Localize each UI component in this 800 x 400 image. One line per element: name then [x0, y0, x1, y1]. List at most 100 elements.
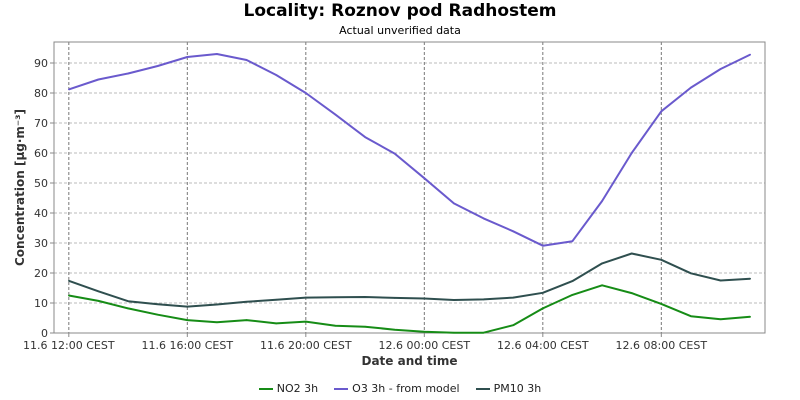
data-point-no2-3h: [245, 319, 248, 321]
data-point-o3-3h-from-model: [275, 74, 277, 76]
series-line-o3-3h-from-model: [68, 53, 751, 247]
plot-area: [53, 41, 766, 334]
y-tick-label: 50: [34, 177, 48, 190]
x-axis-label: Date and time: [361, 354, 457, 368]
data-point-o3-3h-from-model: [393, 152, 396, 155]
x-tick-label: 12.6 04:00 CEST: [497, 339, 589, 352]
y-tick-label: 40: [34, 207, 48, 220]
data-point-no2-3h: [393, 328, 396, 331]
legend-item: PM10 3h: [475, 382, 542, 395]
data-point-pm10-3h: [127, 300, 129, 303]
data-point-o3-3h-from-model: [305, 92, 307, 94]
grid: [54, 42, 765, 333]
data-point-o3-3h-from-model: [512, 230, 514, 233]
data-point-no2-3h: [660, 303, 663, 305]
data-point-o3-3h-from-model: [127, 72, 129, 75]
data-point-pm10-3h: [186, 305, 189, 308]
data-point-no2-3h: [630, 292, 633, 294]
y-tick-label: 80: [34, 87, 48, 100]
data-point-o3-3h-from-model: [364, 136, 366, 138]
data-point-no2-3h: [601, 284, 603, 287]
y-tick-label: 60: [34, 147, 48, 160]
data-point-pm10-3h: [630, 252, 633, 255]
data-point-pm10-3h: [453, 299, 455, 301]
legend: NO2 3h O3 3h - from model PM10 3h: [0, 382, 800, 395]
data-point-pm10-3h: [156, 303, 159, 306]
data-point-o3-3h-from-model: [660, 110, 663, 113]
y-tick-label: 30: [34, 237, 48, 250]
legend-label: PM10 3h: [493, 382, 542, 395]
data-point-no2-3h: [542, 307, 544, 310]
data-point-no2-3h: [482, 331, 485, 334]
data-point-o3-3h-from-model: [690, 86, 692, 89]
data-point-pm10-3h: [245, 301, 248, 303]
data-point-pm10-3h: [216, 303, 218, 306]
data-point-no2-3h: [127, 307, 129, 310]
data-point-o3-3h-from-model: [216, 53, 218, 55]
data-point-o3-3h-from-model: [482, 217, 485, 220]
x-tick-label: 11.6 12:00 CEST: [23, 339, 115, 352]
data-point-pm10-3h: [571, 280, 574, 282]
legend-label: NO2 3h: [276, 382, 319, 395]
data-point-o3-3h-from-model: [156, 65, 159, 67]
data-point-pm10-3h: [482, 298, 485, 301]
data-point-pm10-3h: [275, 298, 277, 301]
x-tick-label: 12.6 00:00 CEST: [379, 339, 471, 352]
data-point-pm10-3h: [601, 262, 603, 265]
series-line-no2-3h: [68, 284, 751, 334]
data-point-pm10-3h: [334, 296, 337, 299]
data-point-no2-3h: [68, 294, 70, 297]
data-point-no2-3h: [334, 325, 337, 327]
data-point-no2-3h: [571, 294, 574, 296]
legend-swatch: [334, 387, 349, 390]
data-point-pm10-3h: [660, 259, 663, 261]
axis-ticks: 0 10 20 30 40 50 60 70 80 90 11.6 12:00 CEST 11.6 1…: [23, 57, 707, 352]
data-point-no2-3h: [186, 319, 189, 321]
y-tick-label: 10: [34, 297, 48, 310]
data-point-o3-3h-from-model: [630, 152, 633, 154]
data-point-pm10-3h: [423, 297, 426, 300]
legend-label: O3 3h - from model: [352, 382, 460, 395]
data-point-pm10-3h: [68, 280, 70, 282]
data-point-pm10-3h: [719, 279, 722, 282]
data-point-no2-3h: [97, 300, 100, 302]
data-point-o3-3h-from-model: [186, 56, 189, 58]
data-point-pm10-3h: [305, 296, 307, 299]
y-tick-label: 0: [41, 327, 48, 340]
y-tick-label: 70: [34, 117, 48, 130]
data-point-pm10-3h: [749, 277, 751, 280]
chart-title: Locality: Roznov pod Radhostem: [243, 1, 557, 21]
data-point-no2-3h: [305, 320, 307, 323]
x-tick-label: 11.6 20:00 CEST: [260, 339, 352, 352]
data-point-o3-3h-from-model: [423, 177, 426, 179]
series: [68, 53, 751, 334]
y-tick-label: 20: [34, 267, 48, 280]
data-point-no2-3h: [364, 325, 366, 328]
data-point-no2-3h: [216, 321, 218, 324]
data-point-o3-3h-from-model: [245, 59, 248, 61]
data-point-no2-3h: [512, 324, 514, 327]
data-point-pm10-3h: [542, 292, 544, 294]
data-point-pm10-3h: [690, 272, 692, 275]
legend-swatch: [475, 387, 490, 390]
data-point-pm10-3h: [512, 296, 514, 299]
data-point-o3-3h-from-model: [542, 244, 544, 247]
data-point-o3-3h-from-model: [68, 88, 70, 91]
data-point-o3-3h-from-model: [334, 113, 337, 116]
data-point-pm10-3h: [364, 296, 366, 298]
data-point-o3-3h-from-model: [97, 78, 100, 81]
data-point-no2-3h: [749, 316, 751, 318]
chart-subtitle: Actual unverified data: [339, 24, 461, 37]
data-point-no2-3h: [156, 313, 159, 316]
data-point-pm10-3h: [393, 297, 396, 299]
legend-swatch: [258, 387, 273, 390]
data-point-no2-3h: [275, 322, 277, 325]
data-point-o3-3h-from-model: [453, 202, 455, 205]
data-point-no2-3h: [423, 331, 426, 333]
data-point-no2-3h: [453, 331, 455, 334]
x-tick-label: 11.6 16:00 CEST: [142, 339, 234, 352]
x-tick-label: 12.6 08:00 CEST: [616, 339, 708, 352]
data-point-o3-3h-from-model: [749, 53, 751, 56]
data-point-pm10-3h: [97, 290, 100, 293]
